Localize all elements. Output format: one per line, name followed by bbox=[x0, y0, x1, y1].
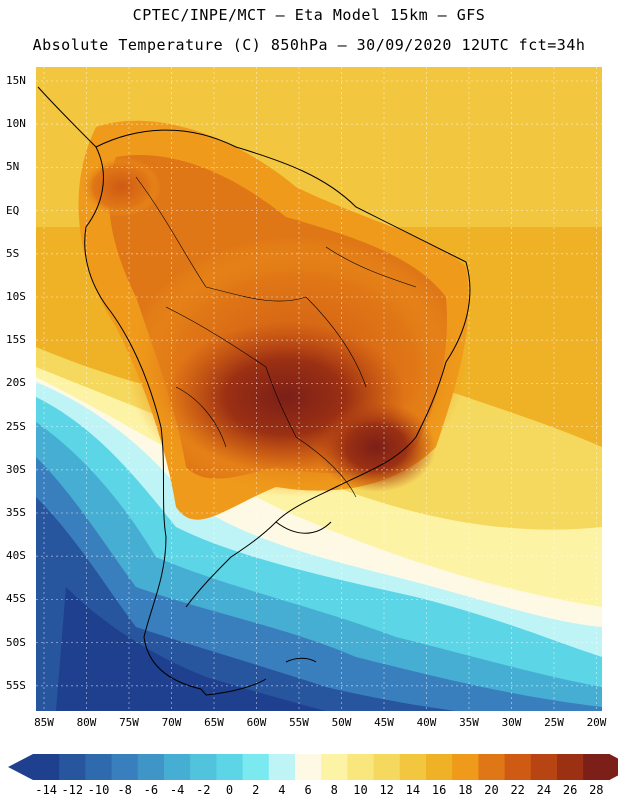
colorbar bbox=[8, 754, 618, 780]
lon-label: 40W bbox=[416, 716, 437, 729]
temperature-core-hot-east bbox=[316, 402, 436, 492]
colorbar-swatch bbox=[85, 754, 113, 780]
colorbar-tick-label: -8 bbox=[117, 783, 132, 797]
colorbar-tick-label: -14 bbox=[35, 783, 57, 797]
colorbar-swatch bbox=[137, 754, 165, 780]
country-borders bbox=[135, 176, 417, 498]
colorbar-swatch bbox=[530, 754, 558, 780]
title-line-1: CPTEC/INPE/MCT – Eta Model 15km – GFS bbox=[132, 6, 486, 24]
lat-label: 30S bbox=[6, 462, 26, 476]
lon-label: 65W bbox=[204, 716, 224, 729]
lon-label: 70W bbox=[161, 716, 182, 729]
lat-label: 25S bbox=[6, 419, 26, 433]
colorbar-tick-label: 12 bbox=[379, 783, 394, 797]
lon-label: 45W bbox=[374, 716, 394, 729]
colorbar-tick-label: -12 bbox=[61, 783, 84, 797]
colorbar-tick-label: 26 bbox=[562, 783, 578, 797]
lon-label: 30W bbox=[501, 716, 522, 729]
colorbar-swatch bbox=[426, 754, 453, 780]
lat-label: EQ bbox=[6, 203, 20, 217]
lat-label: 10N bbox=[6, 117, 26, 131]
colorbar-swatch bbox=[33, 754, 60, 780]
colorbar-swatch bbox=[347, 754, 375, 780]
colorbar-tick-label: 28 bbox=[589, 783, 604, 797]
colorbar-swatch bbox=[321, 754, 348, 780]
lon-label: 85W bbox=[34, 716, 54, 729]
colorbar-tick-label: 22 bbox=[510, 783, 525, 797]
colorbar-swatch bbox=[373, 754, 401, 780]
temperature-band-navy bbox=[56, 587, 326, 711]
lat-label: 20S bbox=[6, 376, 26, 390]
colorbar-tick-label: 0 bbox=[225, 783, 234, 797]
colorbar-swatch bbox=[190, 754, 217, 780]
title-line-2: Absolute Temperature (C) 850hPa – 30/09/… bbox=[32, 36, 586, 54]
colorbar-tick-label: 24 bbox=[536, 783, 552, 797]
lat-label: 50S bbox=[6, 635, 26, 649]
colorbar-tick-label: 16 bbox=[431, 783, 447, 797]
lon-label: 55W bbox=[289, 716, 309, 729]
lat-label: 5S bbox=[6, 246, 20, 260]
lat-label: 35S bbox=[6, 506, 26, 519]
colorbar-swatch bbox=[242, 754, 270, 780]
colorbar-swatch bbox=[216, 754, 244, 780]
colorbar-tick-label: -2 bbox=[196, 783, 211, 797]
graticule-grid bbox=[36, 67, 602, 711]
lon-label: 60W bbox=[246, 716, 267, 729]
colorbar-tick-label: -6 bbox=[143, 783, 159, 797]
colorbar-tick-label: 10 bbox=[353, 783, 368, 797]
colorbar-swatch bbox=[399, 754, 427, 780]
colorbar-tick-label: -10 bbox=[87, 783, 110, 797]
colorbar-tick-label: 6 bbox=[304, 783, 312, 797]
coastlines bbox=[37, 86, 471, 696]
colorbar-swatch bbox=[583, 754, 610, 780]
lat-label: 15N bbox=[6, 74, 26, 87]
lon-label: 75W bbox=[119, 716, 139, 729]
colorbar-tick-label: 2 bbox=[252, 783, 260, 797]
lon-label: 80W bbox=[76, 716, 97, 729]
lon-label: 20W bbox=[586, 716, 607, 729]
colorbar-swatch bbox=[478, 754, 506, 780]
lat-label: 15S bbox=[6, 333, 26, 347]
lat-label: 10S bbox=[6, 290, 26, 303]
colorbar-swatch bbox=[164, 754, 191, 780]
colorbar-swatch bbox=[111, 754, 139, 780]
lat-label: 45S bbox=[6, 592, 26, 606]
colorbar-tick-label: -4 bbox=[169, 783, 185, 797]
colorbar-tick-label: 8 bbox=[330, 783, 338, 797]
colorbar-swatch bbox=[59, 754, 86, 780]
lat-label: 5N bbox=[6, 160, 20, 174]
colorbar-swatch bbox=[295, 754, 322, 780]
lon-label: 25W bbox=[544, 716, 564, 729]
colorbar-tick-label: 14 bbox=[405, 783, 421, 797]
colorbar-swatch bbox=[452, 754, 479, 780]
colorbar-arrow-left bbox=[8, 754, 33, 780]
temperature-spot-north bbox=[81, 157, 161, 217]
temperature-map bbox=[36, 67, 602, 711]
colorbar-swatch bbox=[268, 754, 296, 780]
colorbar-swatch bbox=[504, 754, 532, 780]
colorbar-tick-label: 18 bbox=[458, 783, 473, 797]
colorbar-swatch bbox=[557, 754, 584, 780]
colorbar-arrow-right bbox=[609, 754, 618, 780]
lat-label: 40S bbox=[6, 549, 26, 563]
lon-label: 50W bbox=[331, 716, 352, 729]
colorbar-tick-label: 4 bbox=[278, 783, 286, 797]
colorbar-tick-label: 20 bbox=[484, 783, 499, 797]
lat-label: 55S bbox=[6, 678, 26, 692]
lon-label: 35W bbox=[459, 716, 479, 729]
